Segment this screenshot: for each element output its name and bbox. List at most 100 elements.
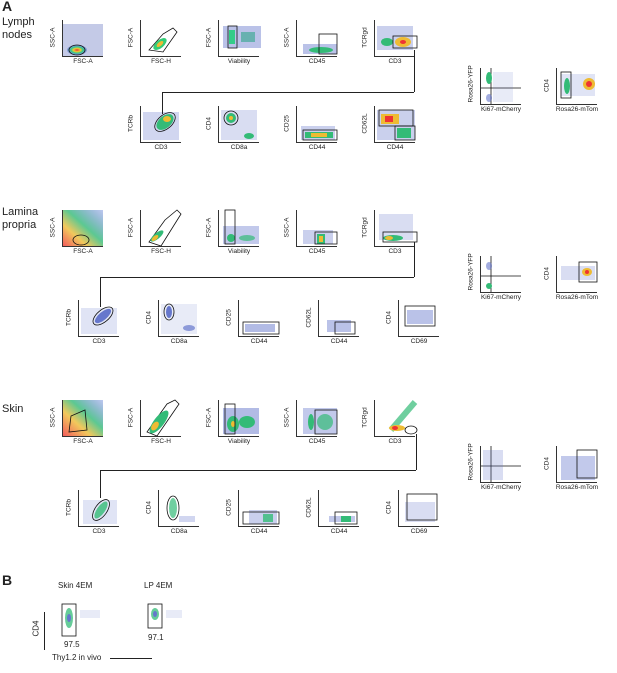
- skin-gate-connector: [100, 470, 416, 471]
- lp-cd45-plot: CD45 SSC-A: [284, 210, 338, 255]
- y-axis-label: FSC-A: [127, 27, 135, 48]
- skin-cd4-cd8a-plot: CD8a CD4: [146, 490, 199, 535]
- section-label-lamina-propria: Lamina propria: [2, 206, 39, 231]
- panel-b-y-axis-label: CD4: [31, 620, 41, 637]
- y-axis-label: CD62L: [305, 497, 313, 518]
- y-axis-label: CD4: [385, 501, 393, 515]
- ln-cd4-mtom-plot: Rosa26-mTom CD4: [544, 68, 598, 113]
- lp-fsc-ssc-plot: FSC-A SSC-A: [50, 210, 103, 255]
- panel-b-x-axis-arrow: [110, 658, 152, 659]
- panel-b-lp-plot: [144, 596, 198, 640]
- lp-cd4-mtom-plot: Rosa26-mTom CD4: [544, 256, 598, 301]
- y-axis-label: CD62L: [305, 307, 313, 328]
- panel-b-skin-plot: [58, 596, 112, 640]
- panel-b-lp-title: LP 4EM: [144, 581, 173, 590]
- y-axis-label: SSC-A: [283, 407, 291, 428]
- skin-viability-plot: Viability FSC-A: [206, 400, 259, 445]
- x-axis-label: Ki67-mCherry: [480, 106, 522, 113]
- x-axis-label: CD44: [386, 144, 404, 151]
- x-axis-label: Viability: [227, 58, 251, 65]
- ln-tcrb-cd3-plot: CD3 TCRb: [128, 106, 181, 151]
- ln-gate-connector-v2: [162, 92, 163, 114]
- ln-gate-connector: [162, 92, 414, 93]
- panel-letter-a: A: [2, 0, 13, 14]
- x-axis-label: CD3: [388, 58, 402, 65]
- skin-cd4-cd69-plot: CD69 CD4: [386, 490, 439, 535]
- panel-b-lp-value: 97.1: [148, 633, 164, 642]
- y-axis-label: FSC-A: [205, 407, 213, 428]
- x-axis-label: CD3: [154, 144, 168, 151]
- x-axis-label: CD69: [410, 338, 428, 345]
- ln-fsch-plot: FSC-H FSC-A: [128, 20, 181, 65]
- x-axis-label: CD44: [250, 528, 268, 535]
- panel-b-y-axis-arrow: [44, 612, 45, 650]
- y-axis-label: CD4: [543, 457, 551, 471]
- x-axis-label: Rosa26-mTom: [555, 484, 599, 491]
- x-axis-label: CD3: [388, 248, 402, 255]
- y-axis-label: FSC-A: [205, 217, 213, 238]
- x-axis-label: CD45: [308, 438, 326, 445]
- ln-cd4-cd8a-plot: CD8a CD4: [206, 106, 259, 151]
- y-axis-label: TCRgd: [361, 27, 369, 48]
- skin-cd45-plot: CD45 SSC-A: [284, 400, 338, 445]
- section-label-lymph-nodes: Lymph nodes: [2, 16, 35, 41]
- x-axis-label: CD3: [92, 338, 106, 345]
- x-axis-label: CD45: [308, 58, 326, 65]
- y-axis-label: TCRb: [65, 499, 73, 516]
- y-axis-label: FSC-A: [205, 27, 213, 48]
- skin-cd4-mtom-plot: Rosa26-mTom CD4: [544, 446, 598, 491]
- y-axis-label: SSC-A: [49, 407, 57, 428]
- y-axis-label: Rosa26-YFP: [467, 253, 475, 291]
- lp-cd4-cd69-plot: CD69 CD4: [386, 300, 439, 345]
- y-axis-label: CD4: [543, 79, 551, 93]
- skin-yfp-ki67-plot: Ki67-mCherry Rosa26-YFP: [468, 443, 522, 491]
- y-axis-label: CD25: [283, 115, 291, 132]
- y-axis-label: Rosa26-YFP: [467, 443, 475, 481]
- lp-gate-connector-v2: [100, 277, 101, 307]
- section-label-skin: Skin: [2, 403, 24, 415]
- ln-cd45-plot: CD45 SSC-A: [284, 20, 338, 65]
- y-axis-label: TCRgd: [361, 217, 369, 238]
- x-axis-label: CD3: [92, 528, 106, 535]
- y-axis-label: CD4: [385, 311, 393, 325]
- y-axis-label: CD4: [543, 267, 551, 281]
- lp-cd4-cd8a-plot: CD8a CD4: [146, 300, 199, 345]
- panel-b-skin-title: Skin 4EM: [58, 581, 93, 590]
- y-axis-label: SSC-A: [49, 217, 57, 238]
- ln-gate-connector-v1: [414, 50, 415, 92]
- y-axis-label: CD25: [225, 499, 233, 516]
- x-axis-label: Rosa26-mTom: [555, 294, 599, 301]
- y-axis-label: SSC-A: [283, 217, 291, 238]
- y-axis-label: SSC-A: [283, 27, 291, 48]
- x-axis-label: Rosa26-mTom: [555, 106, 599, 113]
- y-axis-label: FSC-A: [127, 407, 135, 428]
- ln-fsc-ssc-plot: FSC-A SSC-A: [50, 20, 103, 65]
- ln-viability-plot: Viability FSC-A: [206, 20, 261, 65]
- skin-tcrb-cd3-plot: CD3 TCRb: [66, 490, 119, 535]
- lp-cd25-cd44-plot: CD44 CD25: [226, 300, 280, 345]
- x-axis-label: Ki67-mCherry: [480, 294, 522, 301]
- panel-b-skin-value: 97.5: [64, 640, 80, 649]
- skin-fsch-plot: FSC-H FSC-A: [128, 399, 181, 445]
- lp-viability-plot: Viability FSC-A: [206, 209, 259, 255]
- skin-cd25-cd44-plot: CD44 CD25: [226, 490, 280, 535]
- y-axis-label: CD4: [145, 501, 153, 515]
- x-axis-label: CD44: [330, 338, 348, 345]
- panel-b-x-axis-label: Thy1.2 in vivo: [52, 653, 102, 662]
- x-axis-label: CD45: [308, 248, 326, 255]
- x-axis-label: CD44: [250, 338, 268, 345]
- ln-yfp-ki67-plot: Ki67-mCherry Rosa26-YFP: [468, 65, 522, 113]
- y-axis-label: Rosa26-YFP: [467, 65, 475, 103]
- lp-cd3-tcrgd-plot: CD3 TCRgd: [362, 210, 418, 255]
- y-axis-label: CD62L: [361, 113, 369, 134]
- y-axis-label: CD25: [225, 309, 233, 326]
- y-axis-label: CD4: [205, 117, 213, 131]
- x-axis-label: CD3: [388, 438, 402, 445]
- ln-cd3-tcrgd-plot: CD3 TCRgd: [362, 20, 418, 65]
- skin-fsc-ssc-plot: FSC-A SSC-A: [50, 400, 103, 445]
- y-axis-label: TCRb: [127, 115, 135, 132]
- skin-cd3-tcrgd-plot: CD3 TCRgd: [362, 400, 418, 445]
- skin-cd62l-cd44-plot: CD44 CD62L: [306, 490, 359, 535]
- x-axis-label: FSC-H: [151, 438, 171, 445]
- skin-gate-connector-v1: [416, 434, 417, 470]
